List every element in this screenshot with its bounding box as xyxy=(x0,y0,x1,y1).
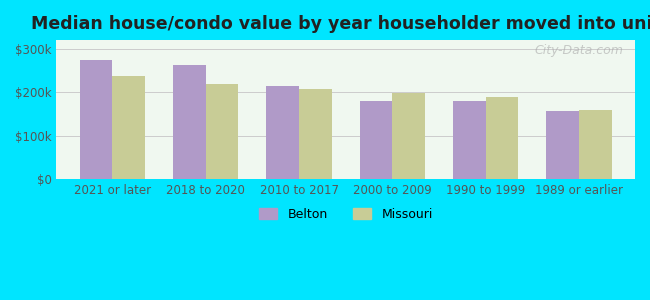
Bar xyxy=(173,65,206,179)
Bar xyxy=(206,84,239,179)
Bar xyxy=(579,110,612,179)
Bar xyxy=(112,76,145,179)
Bar xyxy=(80,60,112,179)
Bar xyxy=(359,101,393,179)
Bar xyxy=(266,86,299,179)
Text: City-Data.com: City-Data.com xyxy=(534,44,623,57)
Title: Median house/condo value by year householder moved into unit: Median house/condo value by year househo… xyxy=(31,15,650,33)
Legend: Belton, Missouri: Belton, Missouri xyxy=(254,203,438,226)
Bar xyxy=(453,101,486,179)
Bar xyxy=(486,97,518,179)
Bar xyxy=(393,93,425,179)
Bar xyxy=(547,111,579,179)
Bar xyxy=(299,89,332,179)
